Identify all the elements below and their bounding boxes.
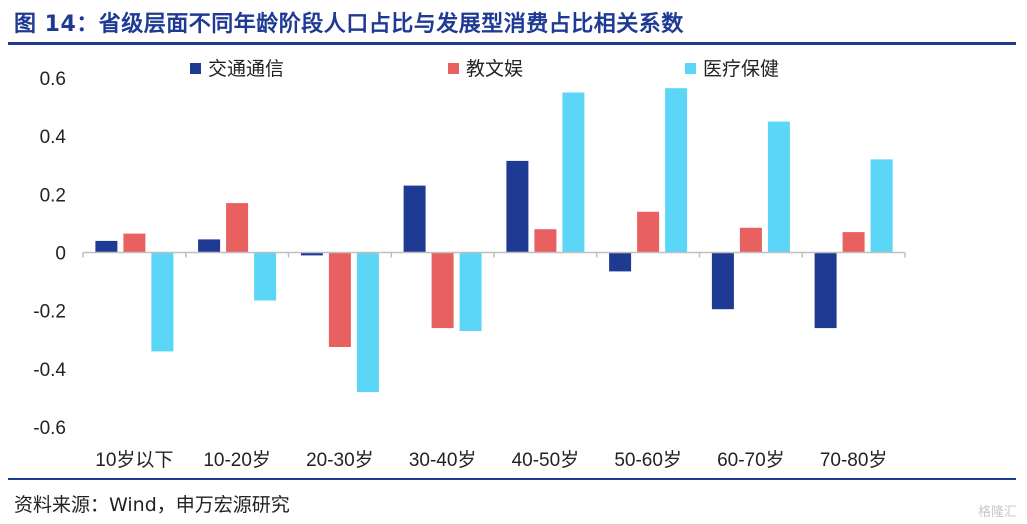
y-tick-label: 0.4	[40, 127, 67, 148]
bar-2-cat-6	[637, 211, 660, 253]
bar-2-cat-5	[534, 229, 557, 253]
bar-1-cat-2	[198, 239, 221, 253]
y-tick-label: -0.4	[33, 360, 66, 381]
x-category-label: 20-30岁	[306, 449, 374, 471]
watermark-text: 格隆汇	[977, 505, 1017, 520]
y-tick-label: -0.2	[33, 302, 66, 323]
bar-2-cat-2	[226, 203, 249, 253]
source-note: 资料来源：Wind，申万宏源研究	[14, 494, 290, 516]
bar-3-cat-1	[151, 252, 174, 352]
figure-title: 图 14：省级层面不同年龄阶段人口占比与发展型消费占比相关系数	[14, 12, 684, 37]
bar-1-cat-6	[609, 252, 632, 272]
bar-1-cat-5	[506, 160, 529, 253]
x-category-label: 30-40岁	[409, 449, 477, 471]
x-axis	[82, 251, 906, 258]
legend-label-1: 交通通信	[208, 58, 284, 80]
x-category-label: 50-60岁	[614, 449, 682, 471]
y-tick-label: 0.6	[40, 69, 66, 90]
bars	[95, 88, 893, 393]
bar-3-cat-6	[665, 88, 688, 253]
x-axis-category-labels: 10岁以下 10-20岁 20-30岁 30-40岁 40-50岁 50-60岁 60-70…	[95, 449, 887, 471]
bar-3-cat-5	[562, 92, 585, 253]
x-category-label: 40-50岁	[512, 449, 580, 471]
y-tick-label: 0.2	[40, 185, 66, 206]
bar-3-cat-2	[254, 252, 277, 301]
bar-3-cat-8	[870, 159, 893, 253]
legend-swatch-2	[448, 63, 459, 74]
y-axis-tick-labels: 0.6 0.4 0.2 0 -0.2 -0.4 -0.6	[33, 69, 66, 439]
x-category-label: 10岁以下	[95, 449, 173, 471]
bar-1-cat-3	[300, 252, 323, 256]
bar-chart: 交通通信 教文娱 医疗保健 0.6 0.4 0.2 0 -0.2 -0.4 -0.6 10岁以下…	[33, 58, 906, 471]
bar-2-cat-1	[123, 233, 146, 253]
bar-1-cat-7	[711, 252, 734, 310]
x-category-label: 60-70岁	[717, 449, 785, 471]
bar-3-cat-7	[767, 121, 790, 253]
title-divider	[8, 42, 1016, 45]
bar-2-cat-8	[842, 232, 865, 253]
legend-label-3: 医疗保健	[703, 58, 779, 80]
bar-2-cat-7	[739, 227, 762, 253]
bar-1-cat-1	[95, 240, 118, 253]
legend-swatch-3	[685, 63, 696, 74]
legend-swatch-1	[190, 63, 201, 74]
bar-2-cat-4	[431, 252, 454, 329]
x-category-label: 10-20岁	[203, 449, 271, 471]
bar-3-cat-3	[356, 252, 379, 393]
bar-2-cat-3	[328, 252, 351, 347]
legend-label-2: 教文娱	[466, 58, 523, 80]
bar-3-cat-4	[459, 252, 482, 331]
x-category-label: 70-80岁	[820, 449, 888, 471]
y-tick-label: 0	[55, 244, 66, 265]
legend: 交通通信 教文娱 医疗保健	[190, 58, 779, 80]
y-tick-label: -0.6	[33, 418, 66, 439]
bar-1-cat-4	[403, 185, 426, 253]
bar-1-cat-8	[814, 252, 837, 329]
source-divider	[8, 478, 1016, 480]
